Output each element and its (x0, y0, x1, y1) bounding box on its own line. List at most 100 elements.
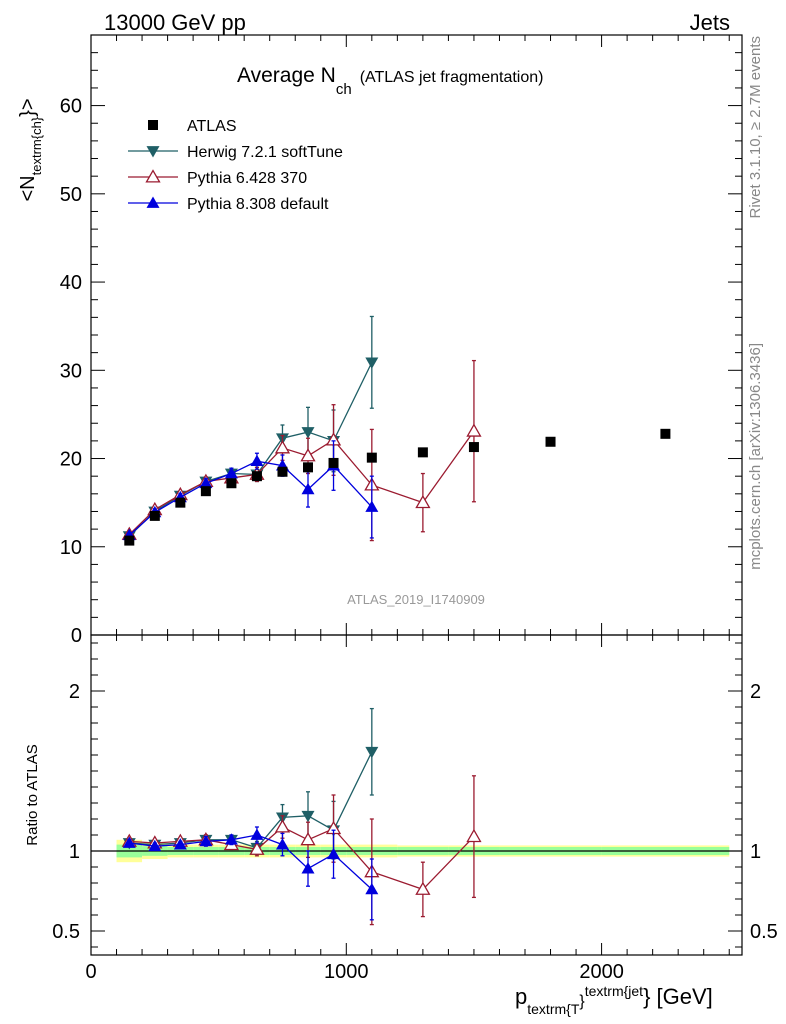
plot-title-extra: (ATLAS jet fragmentation) (360, 69, 544, 86)
data-point (224, 467, 238, 479)
data-point (466, 423, 482, 437)
series-line (129, 834, 373, 890)
ratio-series (121, 707, 482, 926)
data-point (149, 510, 160, 521)
data-point (175, 497, 186, 508)
main-atlas (124, 428, 671, 546)
x-axis-label-sub: textrm{T (527, 1001, 580, 1017)
data-point (466, 828, 482, 843)
mcplots-label: mcplots.cern.ch [arXiv:1306.3436] (747, 343, 764, 570)
data-point (365, 882, 379, 895)
y-tick-label-ratio-right: 2 (750, 681, 761, 703)
y-axis-label-sub: textrm{ch} (29, 116, 44, 175)
plot-title: Average Nch (ATLAS jet fragmentation) (237, 64, 543, 98)
data-point (274, 819, 291, 833)
data-point (300, 448, 316, 462)
x-axis-label-brace: } (579, 993, 585, 1010)
x-axis-label-suffix: } [GeV] (643, 984, 713, 1009)
y-tick-label-main: 10 (60, 537, 82, 559)
ratio-pythia-8-308-default (122, 826, 379, 921)
data-point (226, 478, 237, 489)
data-point (300, 831, 316, 846)
y-tick-label-main: 30 (60, 360, 82, 382)
legend-label: Herwig 7.2.1 softTune (187, 144, 343, 161)
series-line (128, 362, 373, 537)
legend-label: Pythia 6.428 370 (187, 170, 307, 187)
data-point (250, 828, 264, 840)
y-tick-label-ratio: 2 (69, 681, 80, 703)
data-point (249, 841, 265, 855)
data-point (275, 838, 289, 850)
y-axis-label-ratio: Ratio to ATLAS (24, 744, 41, 845)
data-point (468, 442, 479, 453)
x-tick-label: 2000 (579, 961, 624, 983)
y-axis-label-prefix: <N (17, 175, 39, 201)
legend-item: Herwig 7.2.1 softTune (128, 144, 343, 161)
data-point (366, 452, 377, 463)
x-tick-label: 1000 (324, 961, 369, 983)
axes-ticks: 0 1000 2000 0 10 20 30 40 50 60 0.5 0.5 1 1 2 2 (52, 34, 778, 983)
legend-marker (146, 196, 160, 208)
x-axis-label-p: p (515, 984, 527, 1009)
legend-marker (145, 169, 161, 183)
legend-item: Pythia 8.308 default (128, 196, 329, 213)
data-point (274, 440, 291, 454)
y-tick-label-main: 0 (71, 625, 82, 647)
y-tick-label-main: 60 (60, 96, 82, 118)
data-point (277, 466, 288, 477)
header-left: 13000 GeV pp (104, 10, 246, 35)
y-tick-label-main: 20 (60, 449, 82, 471)
legend-marker (148, 120, 158, 130)
legend: ATLAS Herwig 7.2.1 softTune Pythia 6.428 3… (128, 118, 343, 213)
data-point (173, 838, 187, 850)
legend-item: Pythia 6.428 370 (128, 169, 307, 187)
plot-title-main: Average N (237, 64, 336, 87)
data-point (303, 462, 313, 473)
data-point (660, 428, 671, 439)
analysis-watermark: ATLAS_2019_I1740909 (347, 592, 485, 607)
legend-label: ATLAS (187, 118, 237, 135)
y-tick-label-ratio: 0.5 (52, 921, 80, 943)
header-right: Jets (690, 10, 730, 35)
data-point (122, 836, 136, 848)
y-tick-label-ratio: 1 (69, 841, 80, 863)
y-tick-label-ratio-right: 0.5 (750, 921, 778, 943)
data-point (250, 454, 264, 467)
main-series (121, 315, 671, 546)
data-point (301, 862, 315, 874)
main-pythia-8-308-default (122, 440, 379, 541)
legend-marker (146, 146, 160, 158)
y-axis-label-main: <Ntextrm{ch}}> (17, 98, 44, 201)
data-point (365, 357, 379, 369)
data-point (365, 500, 379, 512)
data-point (328, 457, 339, 468)
data-point (301, 427, 315, 439)
data-point (224, 833, 238, 845)
data-point (365, 746, 379, 759)
data-point (199, 834, 213, 847)
data-point (200, 486, 211, 497)
rivet-label: Rivet 3.1.10, ≥ 2.7M events (747, 36, 764, 219)
data-point (301, 482, 315, 495)
series-line (128, 460, 373, 536)
x-axis-label-sup: textrm{jet (585, 983, 643, 999)
data-point (301, 810, 315, 823)
data-point (124, 535, 135, 546)
x-tick-label: 0 (85, 961, 96, 983)
legend-item: ATLAS (148, 118, 237, 135)
plot-title-sub: ch (336, 81, 352, 98)
data-point (415, 881, 431, 895)
data-point (415, 494, 431, 509)
legend-label: Pythia 8.308 default (187, 196, 329, 213)
data-point (199, 476, 213, 489)
ratio-panel-frame (90, 634, 743, 956)
data-point (417, 447, 428, 458)
y-tick-label-ratio-right: 1 (750, 841, 761, 863)
y-axis-label-suffix: }> (17, 98, 39, 116)
y-tick-label-main: 50 (60, 184, 82, 206)
data-point (251, 471, 262, 482)
series-line (129, 751, 373, 849)
x-axis-label: ptextrm{T}textrm{jet} [GeV] (515, 983, 713, 1017)
y-tick-label-main: 40 (60, 272, 82, 294)
